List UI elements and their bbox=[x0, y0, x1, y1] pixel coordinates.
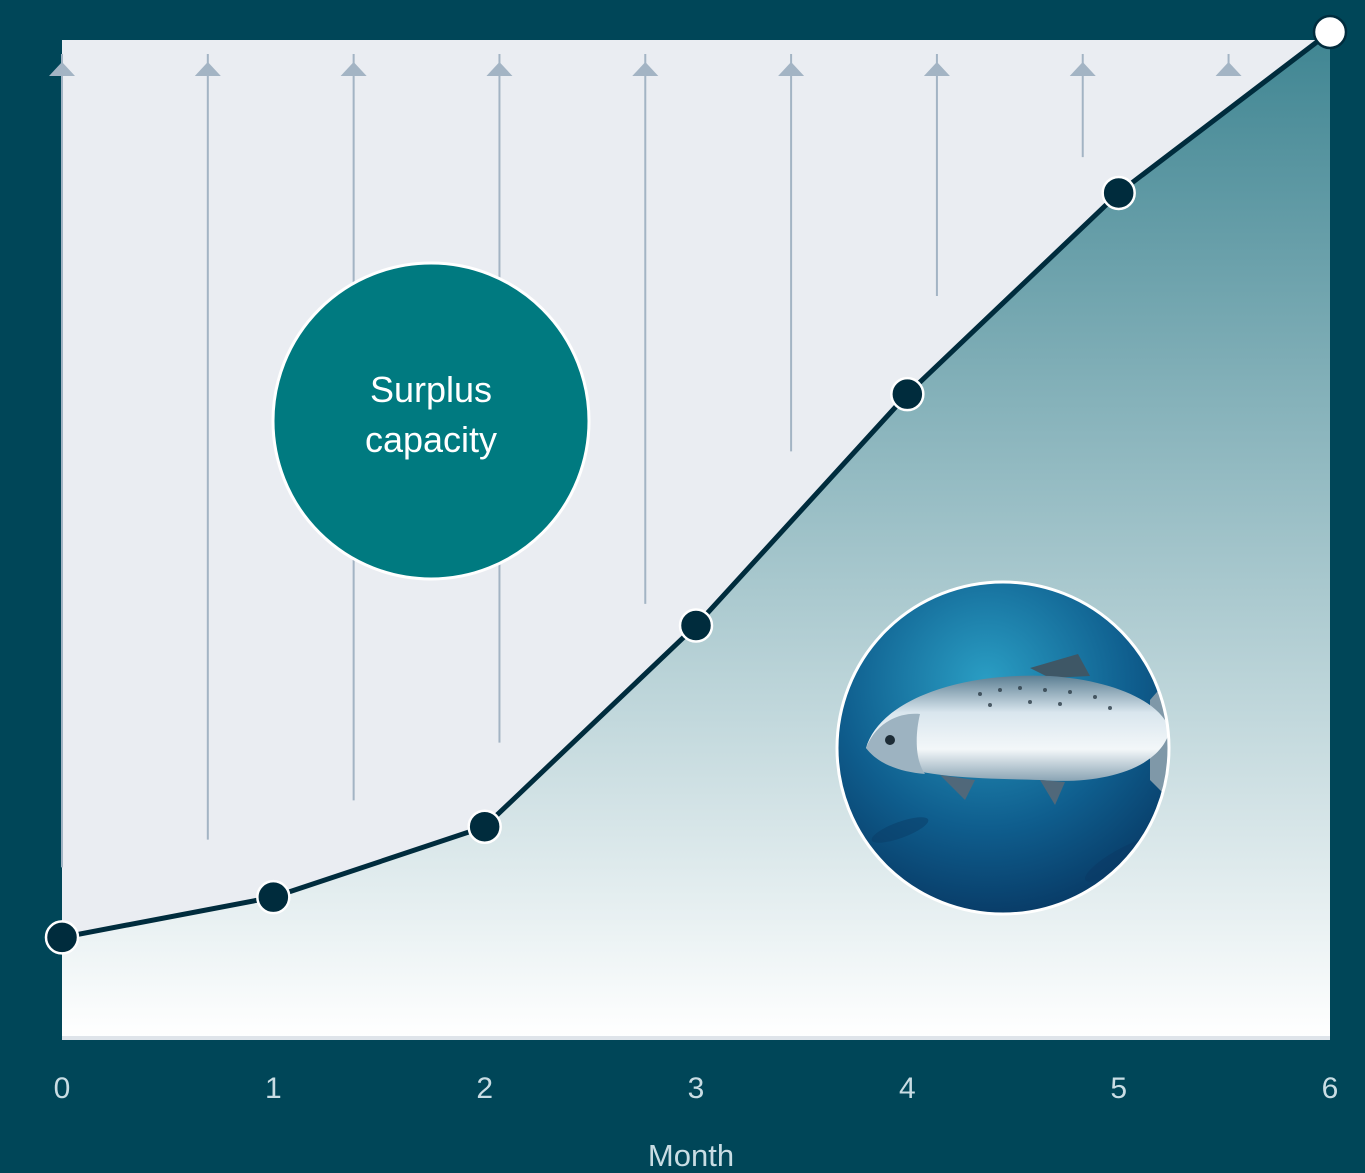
x-tick-label: 1 bbox=[265, 1072, 282, 1105]
data-point-marker bbox=[256, 879, 291, 915]
x-tick-label: 0 bbox=[54, 1072, 71, 1105]
data-point-marker bbox=[1312, 14, 1348, 50]
data-point-marker bbox=[1101, 175, 1136, 211]
annotation-line-1: Surplus bbox=[370, 369, 492, 410]
x-tick-label: 2 bbox=[476, 1072, 493, 1105]
surplus-capacity-bubble: Surplus capacity bbox=[271, 261, 591, 581]
data-point-marker bbox=[890, 376, 925, 412]
annotation-line-2: capacity bbox=[365, 419, 497, 460]
x-tick-label: 4 bbox=[899, 1072, 916, 1105]
bubble-circle bbox=[271, 261, 591, 581]
surplus-arrow bbox=[778, 54, 805, 452]
markers-group bbox=[44, 14, 1348, 955]
data-point-marker bbox=[678, 608, 714, 643]
x-tick-label: 3 bbox=[688, 1072, 705, 1105]
x-axis-title: Month bbox=[648, 1138, 734, 1173]
x-tick-labels: 0 1 2 3 4 5 6 bbox=[54, 1072, 1339, 1105]
data-point-marker bbox=[44, 920, 80, 955]
surplus-arrow bbox=[1215, 54, 1242, 76]
data-point-marker bbox=[467, 809, 502, 844]
x-tick-label: 5 bbox=[1110, 1072, 1127, 1105]
salmon-photo-border bbox=[835, 580, 1171, 916]
surplus-arrow bbox=[49, 54, 75, 868]
x-tick-label: 6 bbox=[1322, 1072, 1339, 1105]
surplus-arrow bbox=[632, 54, 659, 604]
surplus-arrow bbox=[1069, 54, 1096, 158]
surplus-arrow bbox=[194, 54, 221, 840]
salmon-photo bbox=[837, 582, 1169, 914]
surplus-arrow bbox=[923, 54, 950, 296]
